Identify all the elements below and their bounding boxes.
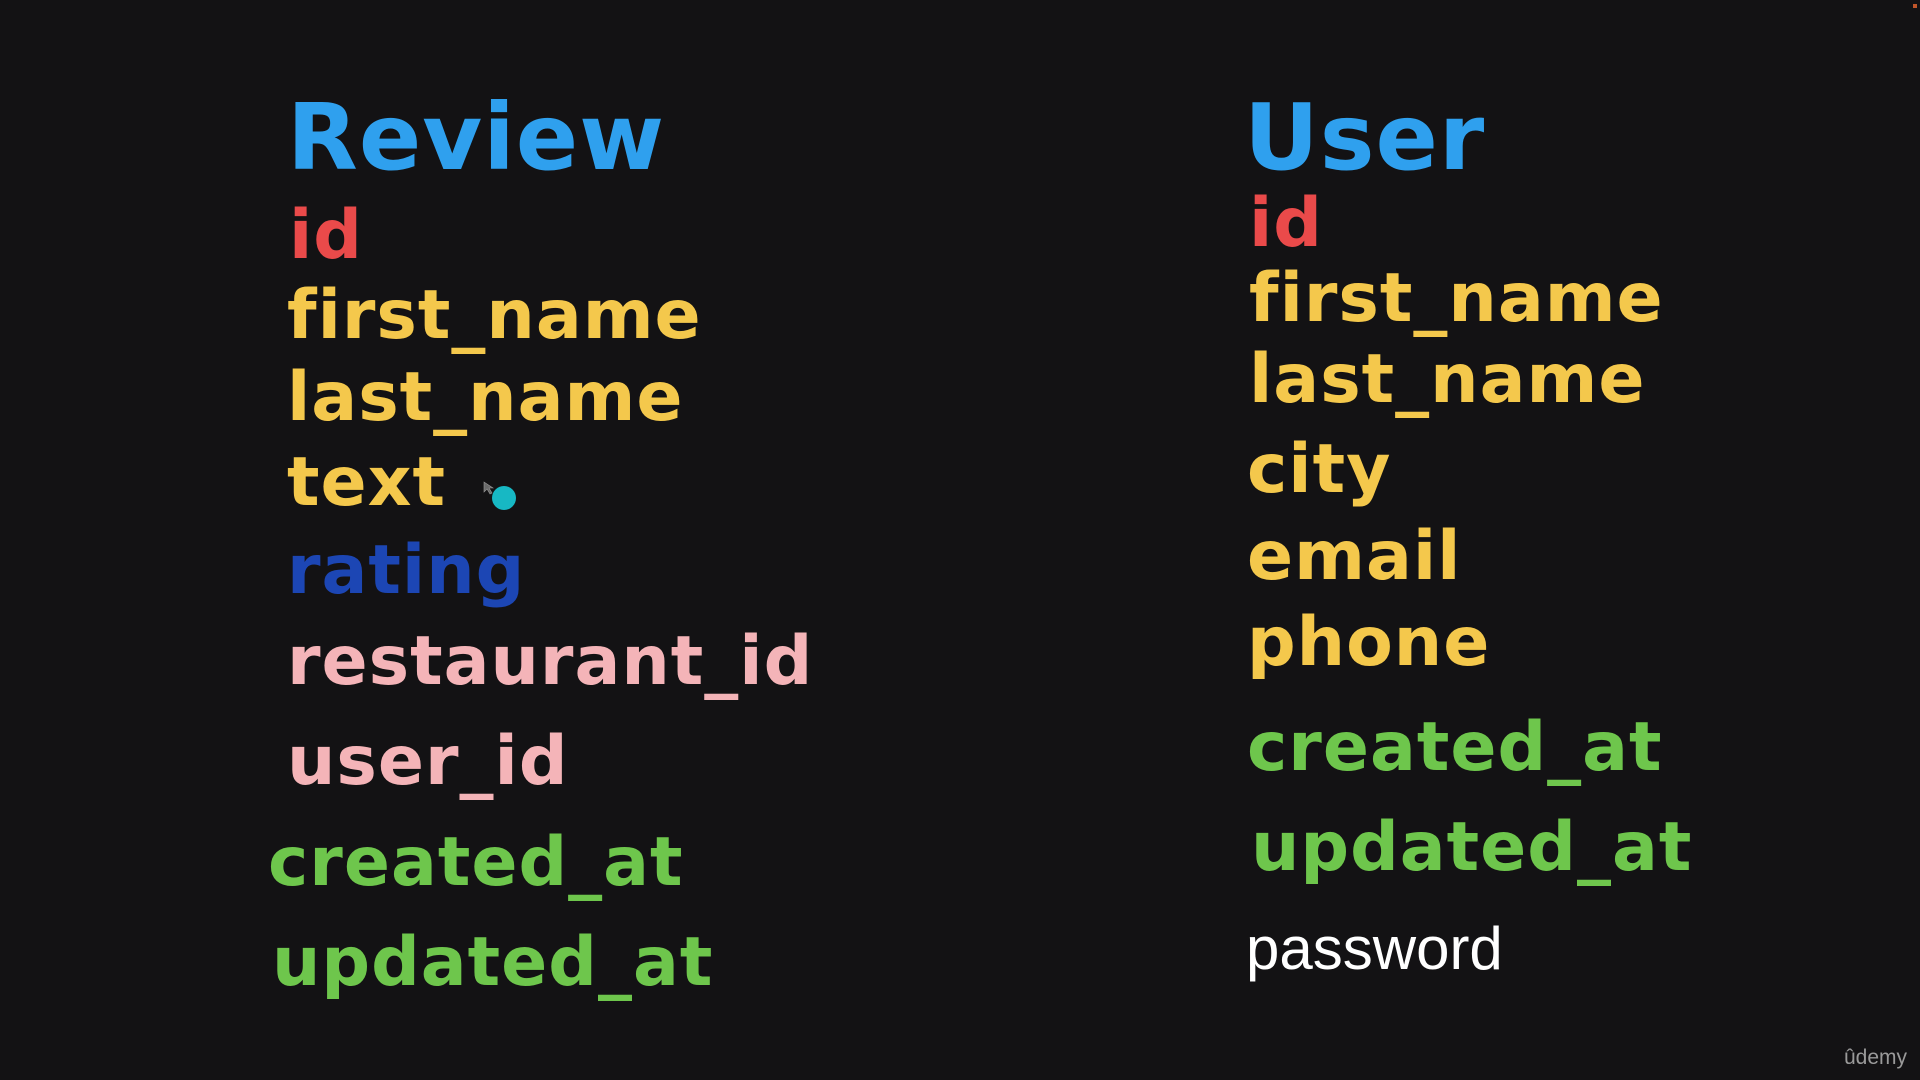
user-title: User bbox=[1244, 84, 1486, 191]
corner-artifact bbox=[1913, 4, 1917, 8]
cursor-highlight-dot bbox=[492, 486, 516, 510]
mouse-pointer-icon bbox=[483, 481, 494, 495]
user-field-updated-at: updated_at bbox=[1251, 808, 1693, 887]
user-field-email: email bbox=[1247, 517, 1462, 596]
review-field-last-name: last_name bbox=[287, 358, 684, 437]
user-field-first-name: first_name bbox=[1249, 259, 1664, 338]
user-field-phone: phone bbox=[1247, 603, 1491, 682]
review-field-updated-at: updated_at bbox=[272, 923, 714, 1002]
review-title: Review bbox=[287, 84, 666, 191]
udemy-watermark: ûdemy bbox=[1844, 1046, 1908, 1069]
user-field-city: city bbox=[1247, 430, 1392, 509]
review-field-restaurant-id: restaurant_id bbox=[287, 622, 814, 701]
user-field-password: password bbox=[1246, 915, 1503, 982]
review-field-user-id: user_id bbox=[287, 722, 569, 801]
user-field-created-at: created_at bbox=[1247, 708, 1663, 787]
review-field-rating: rating bbox=[287, 531, 526, 610]
review-field-id: id bbox=[289, 196, 363, 275]
review-field-first-name: first_name bbox=[287, 276, 702, 355]
user-field-last-name: last_name bbox=[1249, 340, 1646, 419]
user-field-id: id bbox=[1249, 184, 1323, 263]
review-field-created-at: created_at bbox=[268, 823, 684, 902]
review-field-text: text bbox=[287, 443, 446, 522]
